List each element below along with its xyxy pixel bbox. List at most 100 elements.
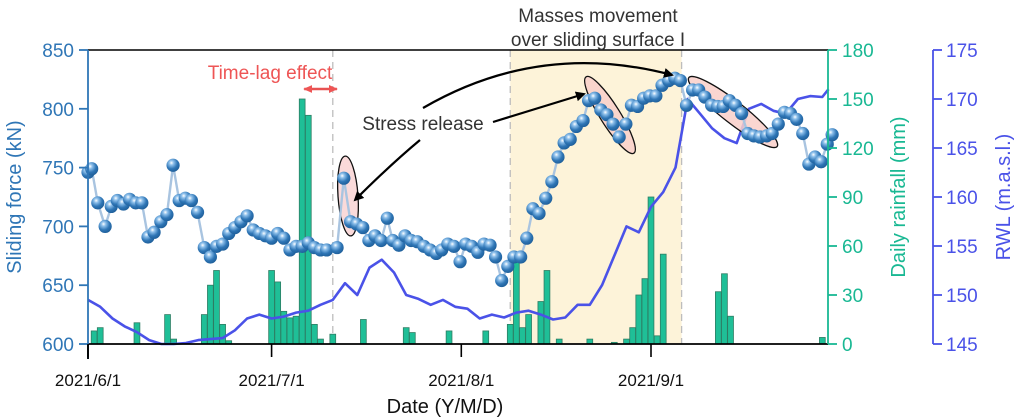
x-axis-tick-label: 2021/6/1: [55, 371, 121, 390]
rainfall-bar: [219, 323, 226, 345]
sliding-force-point: [545, 175, 559, 189]
sliding-force-point: [814, 155, 828, 169]
rainfall-bar: [164, 314, 171, 345]
rainfall-axis-tick-label: 60: [842, 237, 863, 258]
rainfall-bar: [292, 315, 300, 345]
sliding-force-point: [606, 117, 620, 131]
rainfall-bar: [513, 255, 520, 345]
rainfall-bar: [311, 323, 318, 345]
rainfall-axis-title: Daily rainfall (mm): [888, 116, 910, 277]
rainfall-bar: [641, 278, 649, 345]
sliding-force-point: [539, 191, 553, 205]
rainfall-bars: [90, 98, 826, 345]
rainfall-bar: [653, 335, 661, 345]
left-axis-title: Sliding force (kN): [4, 120, 26, 273]
sliding-force-point: [600, 108, 614, 122]
sliding-force-layer: [81, 71, 839, 288]
rainfall-bar: [445, 330, 453, 345]
rainfall-axis-tick-label: 90: [842, 188, 863, 209]
sliding-force-point: [203, 250, 217, 264]
left-axis-tick-label: 600: [42, 335, 74, 356]
rainfall-bar: [537, 301, 545, 345]
x-axis-title: Date (Y/M/D): [387, 396, 504, 418]
rainfall-bar: [402, 327, 410, 345]
sliding-force-point: [216, 237, 230, 251]
stress-release-arrow-2: [492, 91, 586, 124]
left-axis-tick-label: 750: [42, 159, 74, 180]
sliding-force-point: [135, 196, 149, 210]
rwl-axis-tick-label: 150: [946, 286, 978, 307]
x-axis-tick-label: 2021/7/1: [238, 371, 304, 390]
sliding-force-point: [160, 208, 174, 222]
rainfall-bar: [286, 317, 294, 345]
annotation-layer: Masses movement over sliding surface I T…: [208, 6, 685, 202]
sliding-force-point: [330, 240, 344, 255]
sliding-force-point: [514, 250, 528, 264]
sliding-force-point: [679, 98, 694, 112]
sliding-force-point: [374, 233, 388, 248]
sliding-force-point: [488, 250, 503, 264]
rainfall-bar: [482, 330, 490, 345]
sliding-force-point: [532, 206, 546, 221]
sliding-force-point: [790, 112, 804, 126]
rainfall-bar: [647, 196, 655, 345]
sliding-force-point: [453, 255, 467, 269]
rwl-axis-tick-label: 155: [946, 237, 978, 258]
sliding-force-point: [563, 132, 577, 146]
sliding-force-point: [771, 117, 785, 131]
rwl-axis-tick-label: 165: [946, 139, 978, 160]
sliding-force-point: [166, 158, 180, 172]
sliding-force-point: [337, 171, 351, 185]
rainfall-bar: [506, 323, 514, 345]
sliding-force-point: [147, 225, 161, 239]
rwl-axis-tick-label: 170: [946, 90, 978, 111]
sliding-force-point: [520, 231, 534, 245]
sliding-force-point: [447, 239, 461, 253]
sliding-force-point: [796, 126, 810, 141]
x-axis-tick-label: 2021/9/1: [618, 371, 684, 390]
rainfall-axis-tick-label: 120: [842, 139, 874, 160]
sliding-force-point: [190, 205, 205, 219]
rainfall-bar: [268, 270, 275, 345]
stress-release-arrow-3: [422, 62, 674, 109]
left-axis-tick-label: 700: [42, 217, 74, 238]
sliding-force-point: [240, 209, 254, 223]
rainfall-bar: [207, 284, 214, 345]
sliding-force-point: [734, 106, 749, 121]
rainfall-bar: [519, 327, 526, 345]
sliding-force-point: [356, 220, 370, 235]
sliding-force-point: [588, 91, 602, 105]
sliding-force-point: [277, 231, 291, 245]
rainfall-axis-tick-label: 180: [842, 41, 874, 62]
rainfall-bar: [90, 330, 98, 345]
sliding-force-point: [619, 117, 633, 131]
sliding-force-point: [483, 238, 497, 252]
rainfall-bar: [721, 273, 728, 345]
x-axis-tick-label: 2021/8/1: [428, 371, 494, 390]
sliding-force-point: [673, 73, 687, 88]
rainfall-bar: [298, 98, 306, 345]
rainfall-axis-tick-label: 0: [842, 335, 853, 356]
rainfall-bar: [819, 337, 826, 345]
stress-release-label: Stress release: [362, 114, 483, 135]
time-lag-label: Time-lag effect: [208, 63, 333, 84]
left-axis-tick-label: 650: [42, 276, 74, 297]
left-axis-tick-label: 800: [42, 100, 74, 121]
rainfall-bar: [543, 270, 551, 345]
sliding-force-point: [197, 240, 211, 255]
rwl-axis-tick-label: 175: [946, 41, 978, 62]
rwl-line-layer: [87, 88, 830, 346]
rainfall-bar: [409, 332, 416, 345]
rainfall-bar: [329, 333, 337, 345]
shaded-region-label-1: Masses movement: [518, 6, 678, 27]
left-axis-tick-label: 850: [42, 41, 74, 62]
sliding-force-point: [765, 126, 779, 141]
rainfall-bar: [727, 315, 734, 345]
sliding-force-point: [85, 162, 99, 176]
sliding-force-point: [612, 130, 626, 144]
rainfall-bar: [274, 281, 282, 345]
sliding-force-point: [91, 196, 105, 210]
rainfall-axis-tick-label: 30: [842, 286, 863, 307]
rainfall-bar: [635, 294, 643, 345]
